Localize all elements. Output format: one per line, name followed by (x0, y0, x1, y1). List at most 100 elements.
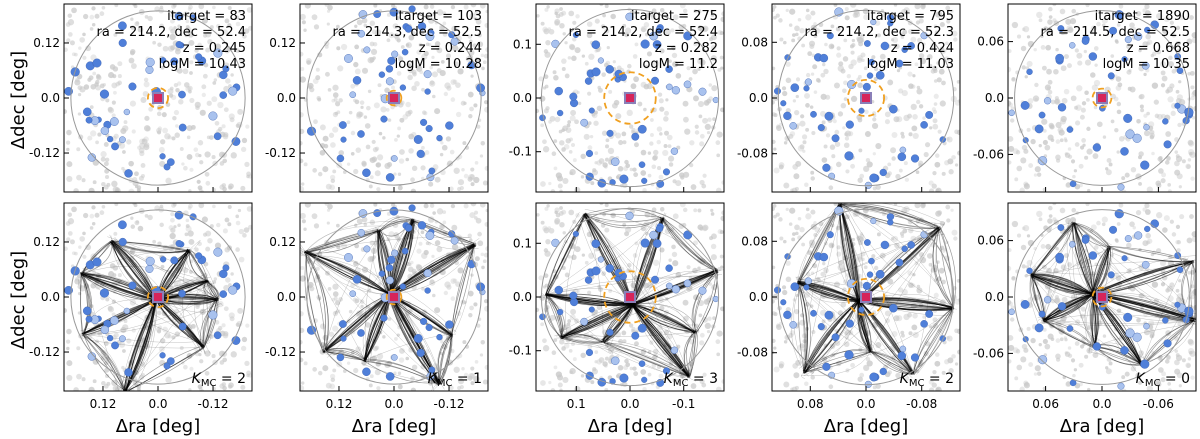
background-galaxy (571, 341, 576, 346)
background-galaxy (301, 219, 306, 224)
background-galaxy (446, 284, 452, 290)
background-galaxy (473, 103, 478, 108)
background-galaxy (198, 353, 202, 357)
filament (840, 203, 859, 300)
background-galaxy (485, 208, 488, 213)
background-galaxy (140, 362, 146, 367)
background-galaxy (891, 330, 898, 337)
background-galaxy (388, 32, 395, 39)
background-galaxy (1030, 138, 1036, 145)
filament (187, 249, 207, 283)
background-galaxy (315, 266, 320, 271)
background-galaxy (675, 180, 682, 187)
background-galaxy (543, 273, 549, 279)
virial-radius-circle (147, 286, 169, 308)
background-galaxy (594, 350, 599, 354)
faint-filament (804, 204, 844, 373)
background-galaxy (1041, 264, 1047, 270)
background-galaxy (455, 111, 462, 118)
background-galaxy (775, 212, 780, 217)
member-galaxy (92, 58, 102, 68)
background-galaxy (835, 26, 841, 32)
background-galaxy (330, 377, 336, 383)
background-galaxy (584, 260, 589, 265)
member-galaxy (637, 323, 647, 333)
background-galaxy (472, 43, 477, 48)
background-galaxy (800, 114, 805, 119)
background-galaxy (1178, 298, 1186, 305)
member-galaxy (195, 53, 203, 61)
background-galaxy (358, 111, 364, 117)
background-galaxy (622, 339, 627, 344)
member-galaxy (625, 211, 634, 220)
background-galaxy (132, 177, 138, 183)
filament (304, 250, 327, 352)
background-galaxy (387, 118, 392, 122)
member-galaxy (866, 72, 874, 79)
background-galaxy (871, 55, 876, 60)
background-galaxy (914, 4, 921, 10)
background-galaxy (1070, 358, 1076, 363)
background-galaxy (386, 237, 391, 242)
background-galaxy (556, 175, 564, 182)
background-galaxy (795, 32, 799, 37)
x-tick-label: -0.12 (197, 397, 228, 411)
background-galaxy (632, 167, 637, 172)
member-galaxy (819, 252, 829, 262)
background-galaxy (1065, 381, 1072, 387)
background-galaxy (843, 142, 850, 149)
target-galaxy (152, 92, 164, 104)
background-galaxy (454, 61, 460, 67)
member-galaxy (424, 287, 431, 294)
background-galaxy (781, 285, 787, 290)
background-galaxy (211, 96, 218, 103)
background-galaxy (462, 141, 467, 146)
background-galaxy (67, 212, 73, 217)
filament (857, 299, 871, 353)
filament (585, 214, 664, 226)
background-galaxy (177, 24, 181, 28)
background-galaxy (805, 14, 812, 21)
background-galaxy (931, 264, 938, 270)
background-galaxy (898, 168, 903, 173)
faint-filament (804, 230, 937, 373)
background-galaxy (1080, 306, 1086, 312)
faint-filament (1037, 246, 1109, 274)
background-galaxy (202, 272, 208, 278)
member-galaxy (858, 306, 865, 313)
background-galaxy (946, 136, 953, 143)
background-galaxy (872, 385, 877, 390)
member-galaxy (391, 249, 399, 257)
background-galaxy (820, 72, 826, 78)
background-galaxy (223, 85, 230, 93)
faint-filament (632, 304, 683, 370)
filament (545, 214, 585, 294)
filament (80, 272, 155, 302)
filament (547, 213, 585, 295)
y-tick-label: 0.0 (513, 91, 532, 105)
background-galaxy (1101, 222, 1106, 227)
y-tick-label: -0.1 (509, 344, 532, 358)
filament (802, 301, 858, 373)
background-galaxy (580, 175, 585, 179)
background-galaxy (211, 155, 216, 160)
filament (561, 338, 603, 343)
background-galaxy (656, 126, 663, 132)
background-galaxy (1022, 224, 1030, 232)
background-galaxy (823, 144, 828, 149)
background-galaxy (710, 208, 714, 213)
background-galaxy (844, 335, 850, 340)
background-galaxy (1033, 246, 1037, 251)
background-galaxy (1116, 101, 1122, 107)
background-galaxy (622, 23, 627, 28)
background-galaxy (1142, 240, 1149, 247)
background-galaxy (89, 226, 94, 230)
background-galaxy (895, 173, 901, 180)
background-galaxy (1075, 319, 1081, 325)
background-galaxy (773, 366, 780, 373)
member-galaxy (425, 32, 435, 41)
background-galaxy (418, 42, 423, 47)
member-galaxy (82, 107, 92, 117)
background-galaxy (113, 133, 119, 139)
background-galaxy (353, 297, 357, 302)
